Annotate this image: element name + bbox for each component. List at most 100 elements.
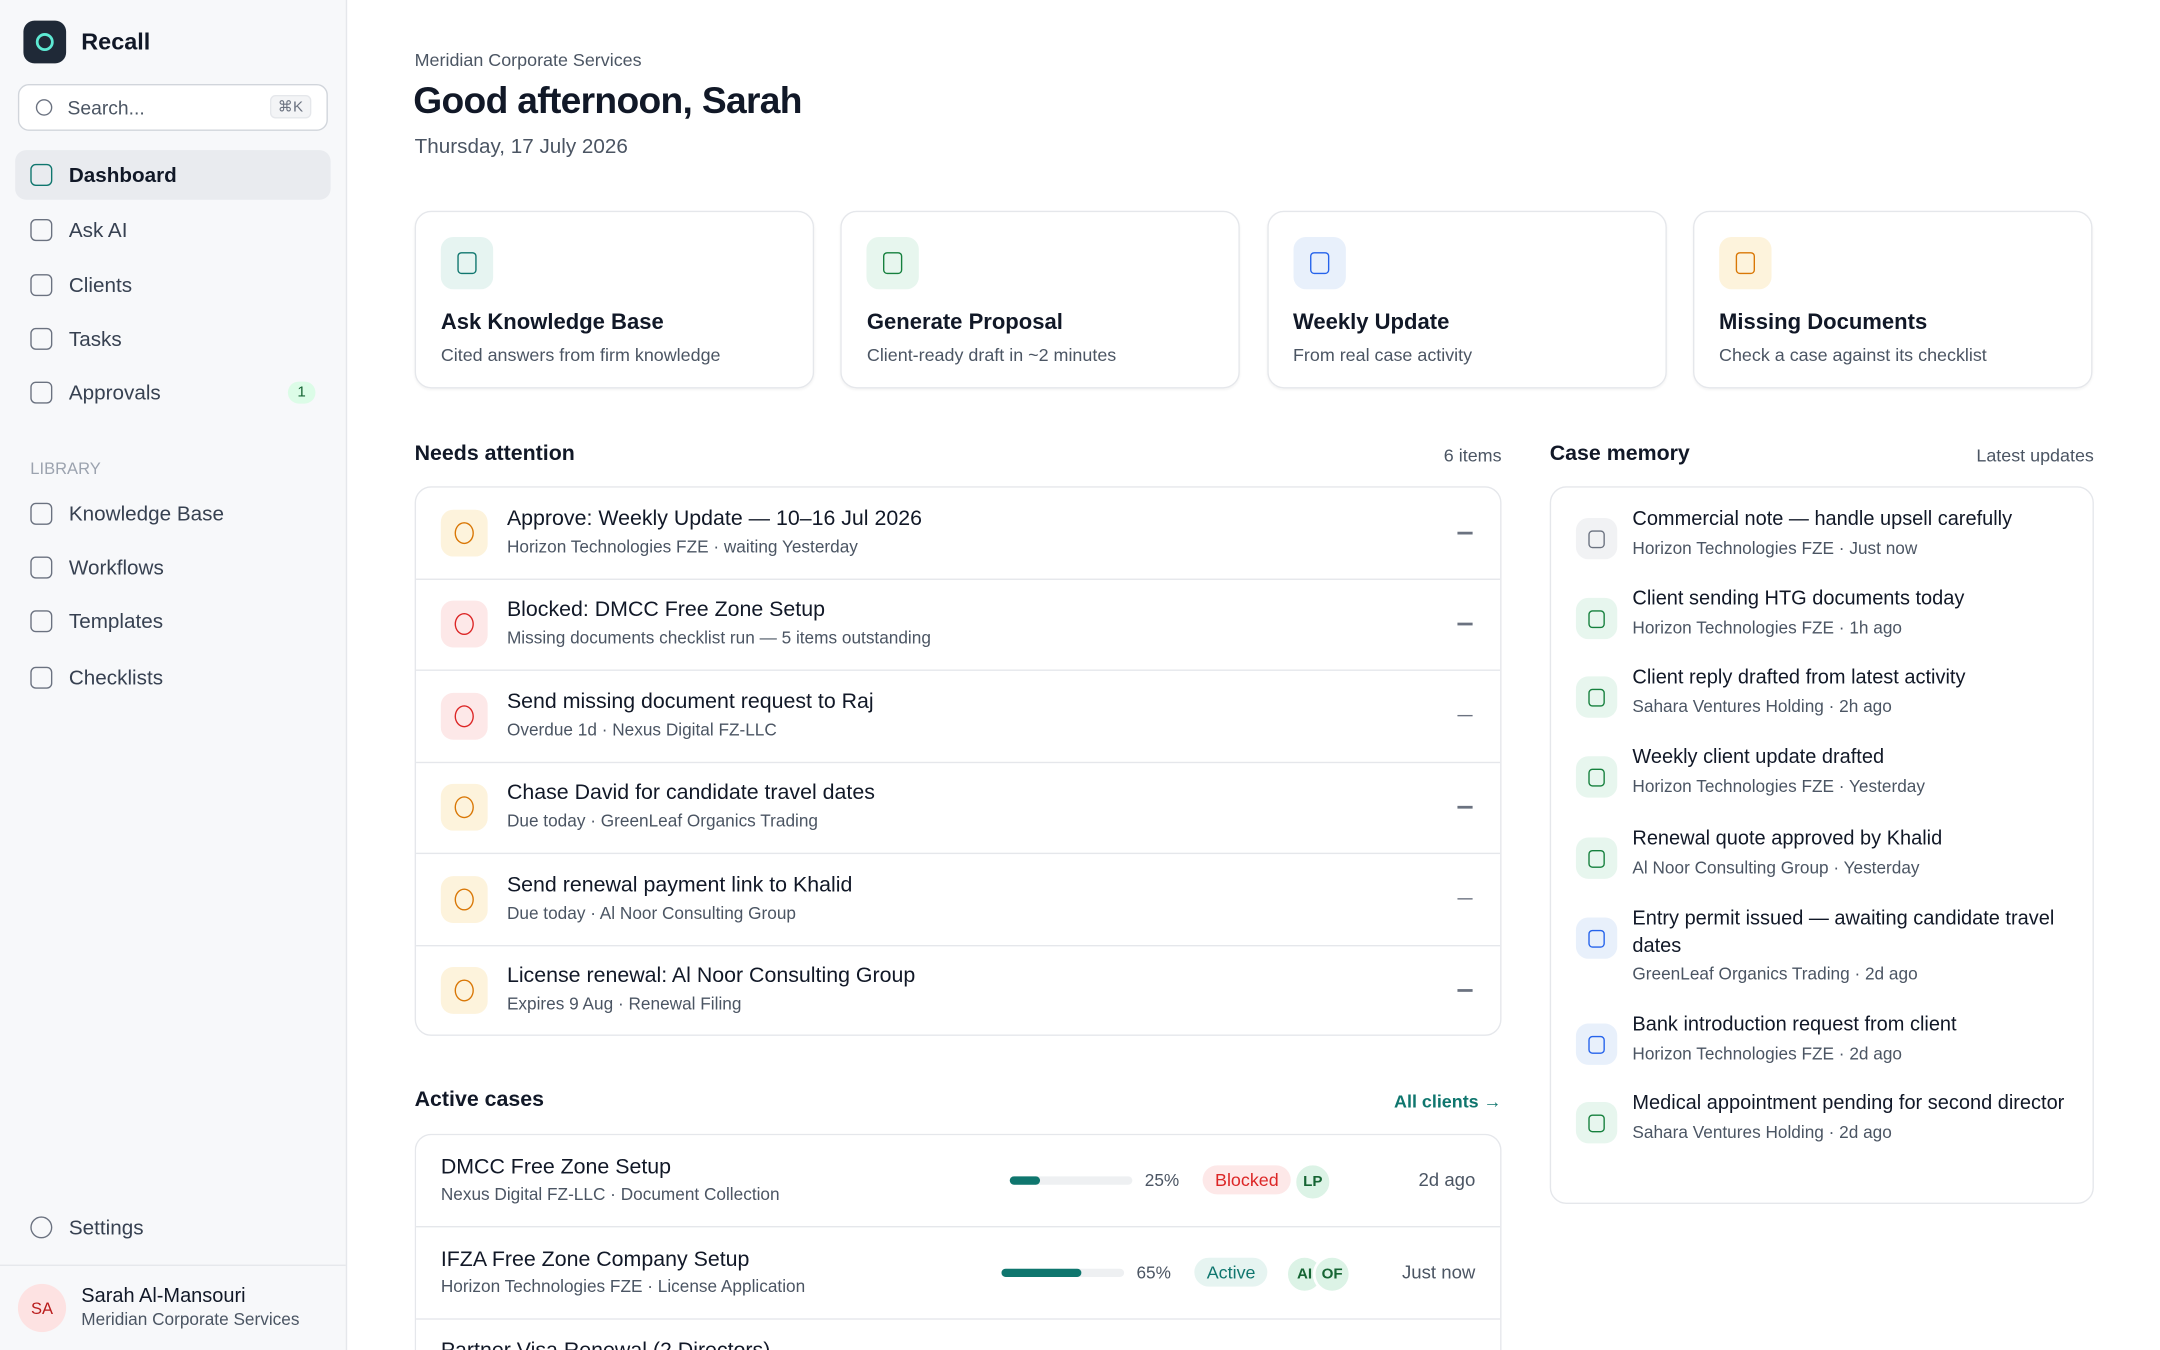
all-clients-link[interactable]: All clients → bbox=[1394, 1091, 1502, 1112]
nav-label: Templates bbox=[68, 609, 164, 633]
case-row[interactable]: IFZA Free Zone Company Setup Horizon Tech… bbox=[416, 1227, 1501, 1320]
memory-title: Entry permit issued — awaiting candidate… bbox=[1632, 907, 2055, 957]
arrow bbox=[1457, 714, 1473, 717]
item-title: Send renewal payment link to Khalid bbox=[506, 872, 853, 897]
item-title: Approve: Weekly Update — 10–16 Jul 2026 bbox=[506, 506, 922, 531]
action-title: Ask Knowledge Base bbox=[440, 311, 664, 335]
avatar: OF bbox=[1312, 1254, 1352, 1293]
item-title: License renewal: Al Noor Consulting Grou… bbox=[506, 964, 916, 988]
case-row[interactable]: Partner Visa Renewal (2 Directors) bbox=[416, 1318, 1500, 1350]
action-subtitle: From real case activity bbox=[1292, 344, 1473, 366]
action-icon bbox=[1719, 236, 1772, 290]
icon bbox=[457, 252, 477, 275]
progress-bar bbox=[1009, 1176, 1041, 1185]
nav-badge: 1 bbox=[287, 381, 316, 404]
item-meta: Horizon Technologies FZE · waiting Yeste… bbox=[506, 537, 858, 557]
action-icon bbox=[1292, 236, 1346, 290]
memory-item: Commercial note — handle upsell carefull… bbox=[1551, 507, 2092, 560]
search-icon bbox=[35, 99, 53, 116]
memory-icon bbox=[1575, 837, 1618, 879]
action-title: Generate Proposal bbox=[866, 311, 1063, 335]
progress-bar bbox=[1001, 1268, 1082, 1277]
quick-action-card[interactable]: Generate Proposal Client-ready draft in ~… bbox=[840, 210, 1241, 389]
memory-item: Entry permit issued — awaiting candidate… bbox=[1551, 906, 2092, 984]
item-icon bbox=[440, 601, 488, 648]
arrow bbox=[1457, 806, 1473, 809]
action-title: Missing Documents bbox=[1719, 311, 1928, 335]
case-row[interactable]: DMCC Free Zone Setup Nexus Digital FZ-LLC… bbox=[416, 1135, 1501, 1228]
attention-item[interactable]: Blocked: DMCC Free Zone Setup Missing doc… bbox=[416, 579, 1501, 672]
icon bbox=[1588, 767, 1605, 786]
memory-title: Renewal quote approved by Khalid bbox=[1632, 827, 1943, 850]
memory-meta: Sahara Ventures Holding · 2d ago bbox=[1632, 1122, 1892, 1142]
icon bbox=[454, 979, 474, 1002]
attention-item[interactable]: Chase David for candidate travel dates Du… bbox=[416, 762, 1501, 855]
quick-action-card[interactable]: Ask Knowledge Base Cited answers from fir… bbox=[414, 210, 815, 389]
icon bbox=[883, 252, 903, 275]
search-placeholder: Search... bbox=[67, 96, 145, 119]
item-meta: Overdue 1d · Nexus Digital FZ-LLC bbox=[506, 720, 777, 740]
nav-item[interactable]: Templates bbox=[15, 596, 330, 646]
status-pill: Blocked bbox=[1202, 1165, 1292, 1195]
item-title: Chase David for candidate travel dates bbox=[506, 781, 875, 805]
memory-title: Bank introduction request from client bbox=[1632, 1013, 1957, 1036]
attention-item[interactable]: Send renewal payment link to Khalid Due t… bbox=[416, 854, 1501, 946]
icon bbox=[454, 796, 474, 819]
nav-item[interactable]: Knowledge Base bbox=[15, 489, 330, 539]
memory-item: Medical appointment pending for second d… bbox=[1551, 1091, 2092, 1144]
icon bbox=[1588, 1035, 1605, 1054]
quick-action-card[interactable]: Missing Documents Check a case against it… bbox=[1692, 210, 2093, 389]
item-icon bbox=[440, 967, 488, 1014]
icon bbox=[1588, 529, 1605, 548]
section-title: Case memory bbox=[1549, 442, 1690, 466]
nav-item[interactable]: Ask AI bbox=[15, 205, 330, 255]
nav-item[interactable]: Workflows bbox=[15, 543, 330, 593]
active-cases-list: DMCC Free Zone Setup Nexus Digital FZ-LLC… bbox=[414, 1133, 1502, 1350]
nav-item[interactable]: Settings bbox=[15, 1203, 330, 1253]
memory-title: Medical appointment pending for second d… bbox=[1632, 1092, 2065, 1115]
item-meta: Due today · Al Noor Consulting Group bbox=[506, 903, 797, 923]
action-subtitle: Check a case against its checklist bbox=[1719, 344, 1987, 366]
nav-item[interactable]: Tasks bbox=[15, 314, 330, 364]
avatars: LP bbox=[1293, 1162, 1333, 1202]
case-title: DMCC Free Zone Setup bbox=[440, 1155, 672, 1180]
nav-item[interactable]: Approvals 1 bbox=[15, 368, 330, 418]
icon bbox=[1735, 252, 1755, 275]
nav-item[interactable]: Clients bbox=[15, 260, 330, 310]
attention-item[interactable]: Approve: Weekly Update — 10–16 Jul 2026 H… bbox=[416, 488, 1501, 580]
case-meta: Nexus Digital FZ-LLC · Document Collecti… bbox=[440, 1184, 780, 1204]
avatar: LP bbox=[1293, 1162, 1333, 1202]
nav-icon bbox=[30, 1216, 53, 1239]
nav-icon bbox=[30, 327, 53, 350]
attention-item[interactable]: Send missing document request to Raj Over… bbox=[416, 671, 1501, 763]
memory-meta: Al Noor Consulting Group · Yesterday bbox=[1632, 857, 1920, 877]
attention-item[interactable]: License renewal: Al Noor Consulting Grou… bbox=[416, 945, 1500, 1035]
status-pill: Active bbox=[1194, 1257, 1268, 1286]
case-meta: Horizon Technologies FZE · License Appli… bbox=[440, 1276, 806, 1296]
greeting: Good afternoon, Sarah bbox=[413, 79, 802, 122]
search[interactable]: Search... ⌘K bbox=[17, 84, 328, 131]
item-meta: Due today · GreenLeaf Organics Trading bbox=[506, 811, 819, 831]
memory-icon bbox=[1575, 1102, 1618, 1144]
arrow bbox=[1457, 897, 1473, 900]
memory-item: Client sending HTG documents today Horizo… bbox=[1551, 587, 2092, 640]
quick-action-card[interactable]: Weekly Update From real case activity bbox=[1266, 210, 1667, 389]
item-title: Blocked: DMCC Free Zone Setup bbox=[506, 598, 825, 622]
nav-item[interactable]: Checklists bbox=[15, 653, 330, 703]
icon bbox=[1588, 929, 1605, 948]
nav-label: Tasks bbox=[68, 327, 122, 351]
avatars: AI OF bbox=[1285, 1254, 1352, 1293]
memory-meta: Horizon Technologies FZE · 2d ago bbox=[1632, 1043, 1903, 1063]
nav-item[interactable]: Dashboard bbox=[15, 150, 331, 200]
case-title: IFZA Free Zone Company Setup bbox=[440, 1247, 750, 1271]
nav-icon bbox=[30, 666, 53, 689]
case-title: Partner Visa Renewal (2 Directors) bbox=[441, 1339, 771, 1350]
memory-icon bbox=[1575, 917, 1618, 959]
memory-icon bbox=[1575, 1023, 1618, 1065]
case-memory-list: Commercial note — handle upsell carefull… bbox=[1549, 486, 2094, 1204]
memory-item: Client reply drafted from latest activit… bbox=[1551, 665, 2092, 718]
nav-icon bbox=[30, 274, 53, 297]
arrow bbox=[1457, 623, 1473, 626]
divider bbox=[0, 1264, 346, 1266]
